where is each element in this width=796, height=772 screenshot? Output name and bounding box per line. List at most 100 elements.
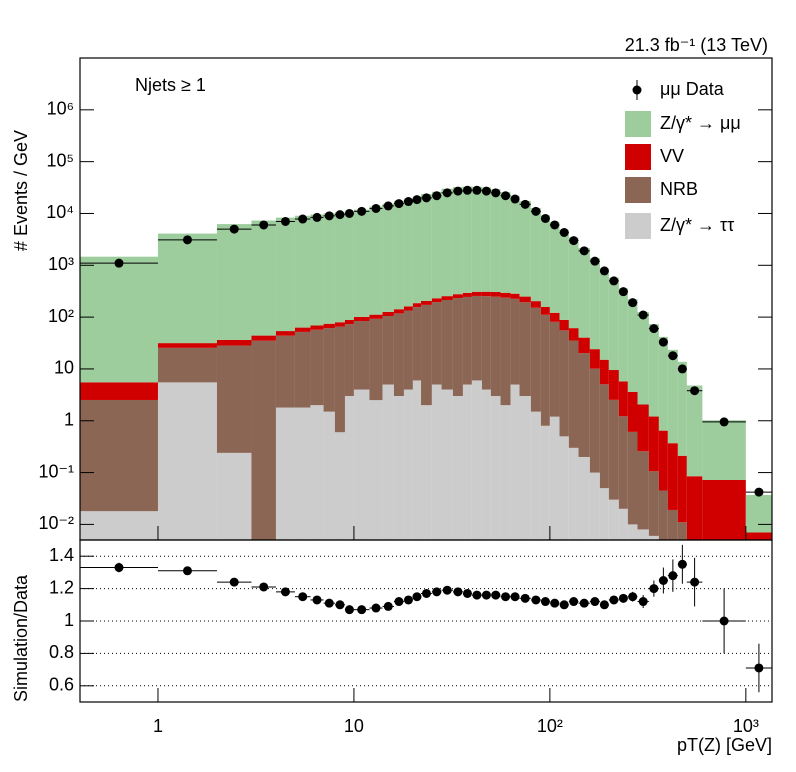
histogram-bar [294,331,311,408]
histogram-bar [677,455,687,523]
data-point [609,276,619,286]
ratio-point [510,592,520,602]
legend-marker [632,85,642,95]
histogram-bar [369,318,383,401]
data-point [501,191,511,201]
histogram-bar [658,490,668,540]
histogram-bar [412,196,422,304]
ratio-frame [79,539,773,703]
histogram-bar [80,382,158,400]
histogram-bar [275,407,295,540]
histogram-bar [403,310,413,390]
histogram-bar [519,201,531,297]
ratio-point [481,590,491,600]
histogram-bar [627,524,638,540]
histogram-bar [462,296,472,385]
ratio-point [229,577,239,587]
histogram-bar [702,420,746,480]
histogram-bar [353,209,370,317]
data-point [472,185,482,195]
ratio-panel: 0.6 0.8 1 1.2 1.4 1 10 10² 10³ [49,544,772,736]
ratio-point [618,593,628,603]
histogram-bar [578,337,590,354]
data-point [540,213,550,223]
histogram-bar [452,294,463,299]
ratio-point [569,597,579,607]
histogram-bar [559,229,569,320]
histogram-bar [490,292,501,297]
histogram-bar [658,430,668,491]
histogram-bar [310,214,324,326]
y-tick-label: 10⁶ [47,99,74,119]
ratio-point [628,592,638,602]
histogram-bar [481,389,491,540]
histogram-bar [431,384,442,540]
histogram-bar [549,312,560,322]
histogram-bar [608,370,619,400]
histogram-bar [421,300,432,305]
data-point [335,210,345,220]
data-point [658,337,668,347]
main-panel: 10⁻² 10⁻¹ 1 10 10² 10³ 10⁴ 10⁵ 10⁶ [38,99,772,540]
ratio-point [609,595,619,605]
histogram-bar [599,384,609,489]
data-point [442,188,452,198]
data-point [754,487,764,497]
histogram-bar [323,323,335,329]
ratio-point [312,595,322,605]
histogram-bar [549,416,560,540]
histogram-bar [251,340,276,540]
histogram-bar [589,258,600,350]
ratio-point [491,590,501,600]
histogram-bar [334,212,345,323]
data-point [344,208,354,218]
histogram-bar [637,312,649,405]
ratio-point [754,663,764,673]
ratio-point [472,590,482,600]
data-point [520,199,530,209]
y-tick-label: 10 [54,358,74,378]
data-point [394,199,404,209]
histogram-bar [599,359,609,385]
data-point [259,220,269,230]
histogram-bar [618,416,628,509]
histogram-bar [310,329,324,406]
histogram-bar [369,400,383,540]
ratio-point [394,597,404,607]
ratio-point [649,584,659,594]
data-point [462,185,472,195]
ratio-point [599,600,609,610]
histogram-bar [344,324,354,397]
histogram-bar [393,200,404,310]
histogram-bar [471,380,482,540]
histogram-bar [677,522,687,540]
data-point [550,220,560,230]
histogram-bar [608,499,619,540]
histogram-bar [344,211,354,320]
histogram-bar [452,396,463,540]
histogram-bar [559,436,569,540]
histogram-bar [618,508,628,540]
histogram-bar [540,425,550,540]
y-tick-label: 10³ [48,254,74,274]
histogram-bar [500,192,511,293]
ratio-point [412,592,422,602]
histogram-bar [403,306,413,311]
histogram-bar [471,291,482,296]
data-point [383,201,393,211]
legend-swatch [625,213,651,239]
ratio-point [638,597,648,607]
data-point [182,235,192,245]
histogram-bar [412,303,422,308]
histogram-bar [500,297,511,406]
histogram-bar [382,311,394,317]
histogram-bar [334,432,345,540]
histogram-bar [323,213,335,324]
legend-label: Z/γ* → μμ [660,113,741,133]
data-point [510,194,520,204]
histogram-bar [627,299,638,392]
histogram-bar [677,361,687,456]
histogram-bar [80,399,158,512]
ratio-point [462,588,472,598]
histogram-bar [549,222,560,313]
